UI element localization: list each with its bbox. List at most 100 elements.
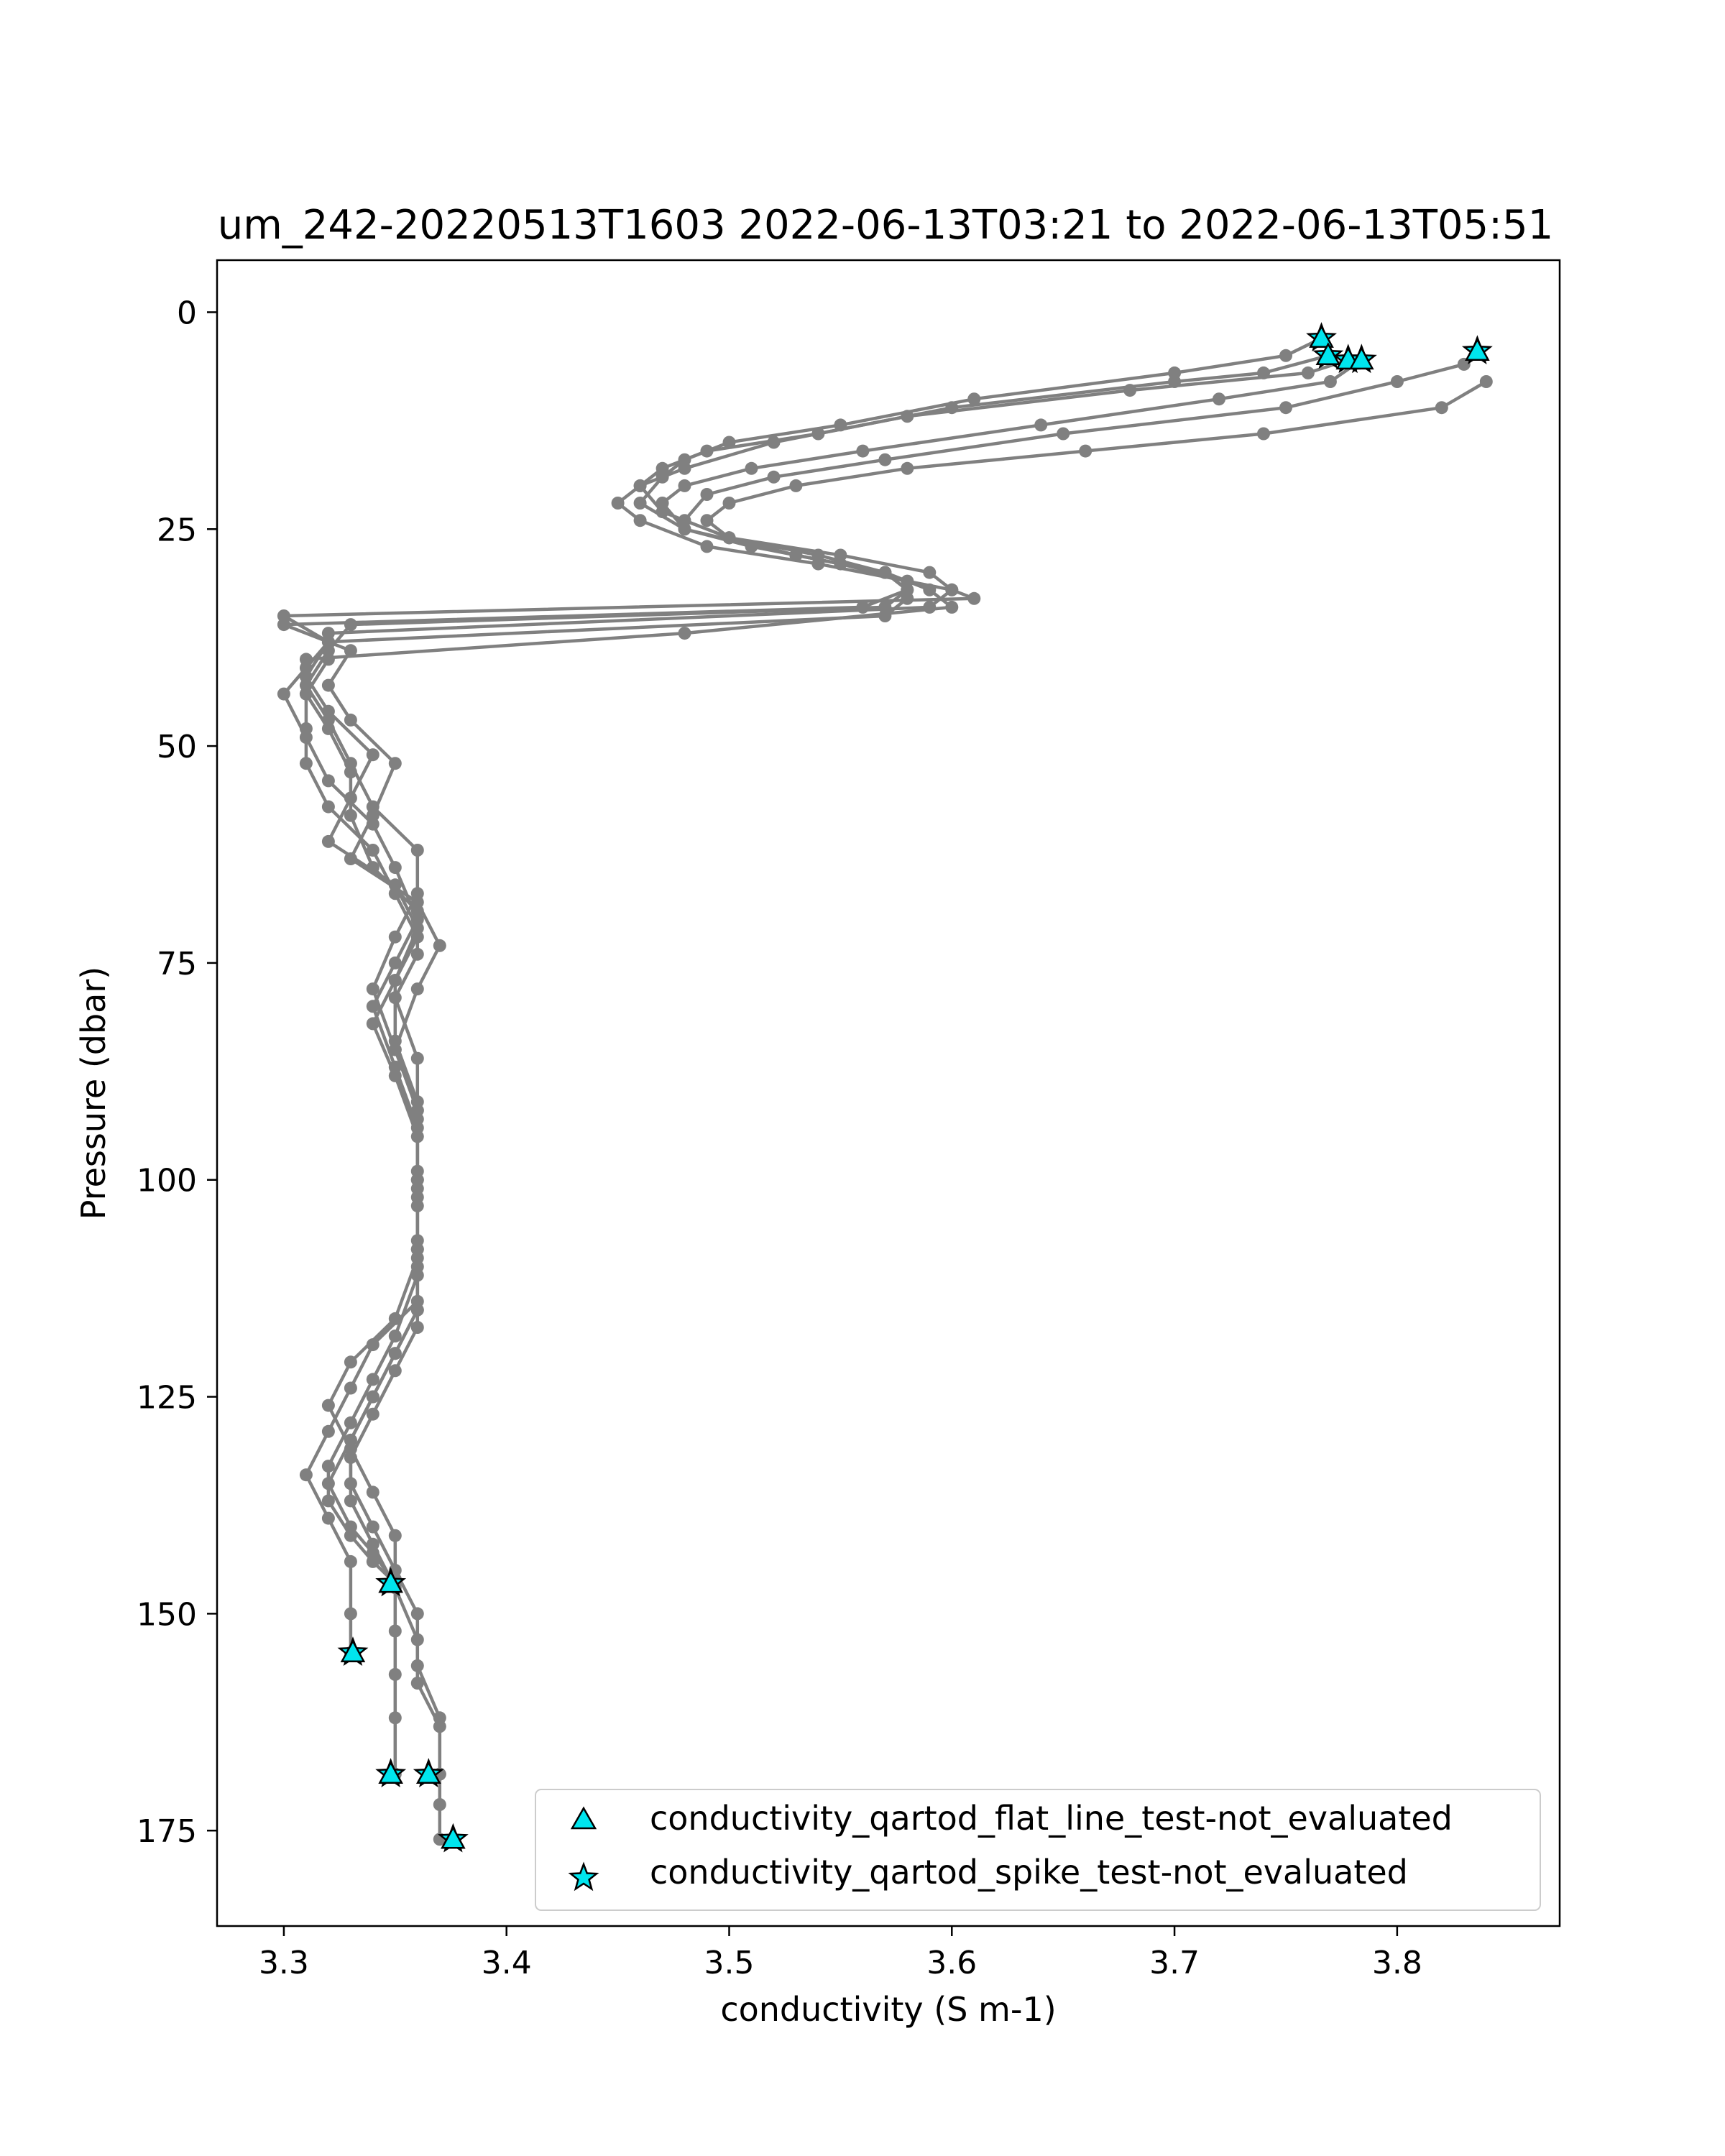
profile-point bbox=[388, 1330, 402, 1342]
profile-point bbox=[1457, 357, 1471, 371]
profile-point bbox=[366, 1390, 380, 1404]
profile-point bbox=[410, 1199, 424, 1212]
profile-point bbox=[344, 713, 357, 727]
profile-point bbox=[656, 461, 669, 475]
profile-point bbox=[299, 1468, 313, 1482]
flat-line-flag-marker bbox=[1465, 338, 1490, 361]
profile-point bbox=[633, 497, 647, 510]
legend-box bbox=[535, 1789, 1541, 1911]
flat-line-flag-marker bbox=[378, 1761, 403, 1784]
profile-point bbox=[388, 861, 402, 875]
profile-point bbox=[410, 1677, 424, 1690]
profile-point bbox=[433, 1711, 446, 1725]
profile-point bbox=[945, 600, 959, 614]
profile-point bbox=[878, 453, 892, 466]
profile-point bbox=[410, 844, 424, 857]
profile-point bbox=[366, 1520, 380, 1534]
legend-triangle-icon bbox=[570, 1806, 597, 1830]
profile-point bbox=[1323, 375, 1337, 388]
profile-point bbox=[366, 748, 380, 762]
profile-point bbox=[366, 1373, 380, 1386]
profile-point bbox=[344, 1381, 357, 1395]
legend-label-flat-line: conductivity_qartod_flat_line_test-not_e… bbox=[650, 1799, 1453, 1838]
profile-point bbox=[344, 757, 357, 770]
plot-frame bbox=[216, 259, 1561, 1927]
x-tick-label: 3.7 bbox=[1149, 1945, 1200, 1981]
y-axis-label: Pressure (dbar) bbox=[74, 967, 113, 1220]
flat-line-flag-marker bbox=[340, 1639, 366, 1662]
profile-point bbox=[366, 1537, 380, 1551]
profile-point bbox=[767, 436, 781, 449]
profile-point bbox=[789, 479, 803, 492]
profile-point bbox=[388, 1667, 402, 1681]
profile-point bbox=[410, 1659, 424, 1672]
profile-point bbox=[1435, 401, 1448, 415]
flat-line-flag-marker bbox=[1309, 325, 1334, 348]
profile-point bbox=[700, 514, 714, 528]
profile-point bbox=[700, 540, 714, 553]
profile-point bbox=[967, 392, 981, 406]
profile-point bbox=[410, 930, 424, 944]
profile-point bbox=[678, 461, 691, 475]
profile-point bbox=[344, 1433, 357, 1447]
profile-point bbox=[344, 1607, 357, 1621]
profile-point bbox=[299, 757, 313, 770]
profile-point bbox=[344, 1416, 357, 1429]
profile-point bbox=[321, 678, 335, 692]
profile-point bbox=[901, 410, 914, 423]
x-tick-label: 3.6 bbox=[926, 1945, 977, 1981]
profile-point bbox=[410, 1104, 424, 1118]
profile-point bbox=[678, 479, 691, 492]
profile-point bbox=[344, 1477, 357, 1491]
profile-point bbox=[789, 548, 803, 562]
profile-point bbox=[1123, 384, 1137, 397]
profile-point bbox=[321, 1460, 335, 1473]
profile-point bbox=[321, 1511, 335, 1525]
profile-point bbox=[1057, 427, 1070, 441]
profile-point bbox=[366, 982, 380, 996]
data-layer bbox=[277, 322, 1493, 1853]
profile-point bbox=[388, 930, 402, 944]
profile-point bbox=[366, 817, 380, 831]
flat-line-flag-marker bbox=[415, 1761, 441, 1784]
profile-point bbox=[1079, 444, 1092, 458]
x-tick-label: 3.5 bbox=[704, 1945, 755, 1981]
profile-point bbox=[321, 644, 335, 658]
profile-point bbox=[410, 1303, 424, 1317]
profile-point bbox=[767, 470, 781, 484]
y-tick-label: 50 bbox=[157, 729, 197, 765]
profile-line-6 bbox=[304, 380, 1487, 1585]
profile-point bbox=[901, 583, 914, 596]
profile-point bbox=[388, 1711, 402, 1725]
profile-point bbox=[366, 844, 380, 857]
profile-point bbox=[410, 1130, 424, 1143]
profile-point bbox=[700, 488, 714, 501]
x-tick-label: 3.4 bbox=[482, 1945, 532, 1981]
profile-point bbox=[410, 947, 424, 961]
profile-point bbox=[878, 600, 892, 614]
profile-point bbox=[1034, 418, 1048, 432]
profile-point bbox=[388, 1069, 402, 1082]
profile-point bbox=[433, 939, 446, 952]
profile-point bbox=[410, 1268, 424, 1282]
profile-point bbox=[299, 722, 313, 735]
x-tick-label: 3.3 bbox=[259, 1945, 309, 1981]
profile-point bbox=[388, 1364, 402, 1378]
profile-point bbox=[1213, 392, 1225, 406]
profile-point bbox=[633, 514, 647, 528]
profile-point bbox=[1479, 375, 1493, 388]
profile-point bbox=[388, 956, 402, 969]
profile-point bbox=[722, 497, 736, 510]
profile-point bbox=[410, 1607, 424, 1621]
y-tick-label: 75 bbox=[157, 946, 197, 982]
profile-point bbox=[344, 1355, 357, 1369]
profile-point bbox=[923, 566, 937, 579]
profile-point bbox=[344, 618, 357, 632]
profile-point bbox=[299, 687, 313, 701]
profile-point bbox=[745, 461, 758, 475]
profile-point bbox=[945, 583, 959, 596]
y-tick-label: 100 bbox=[137, 1163, 197, 1199]
profile-point bbox=[410, 982, 424, 996]
profile-point bbox=[366, 1554, 380, 1568]
